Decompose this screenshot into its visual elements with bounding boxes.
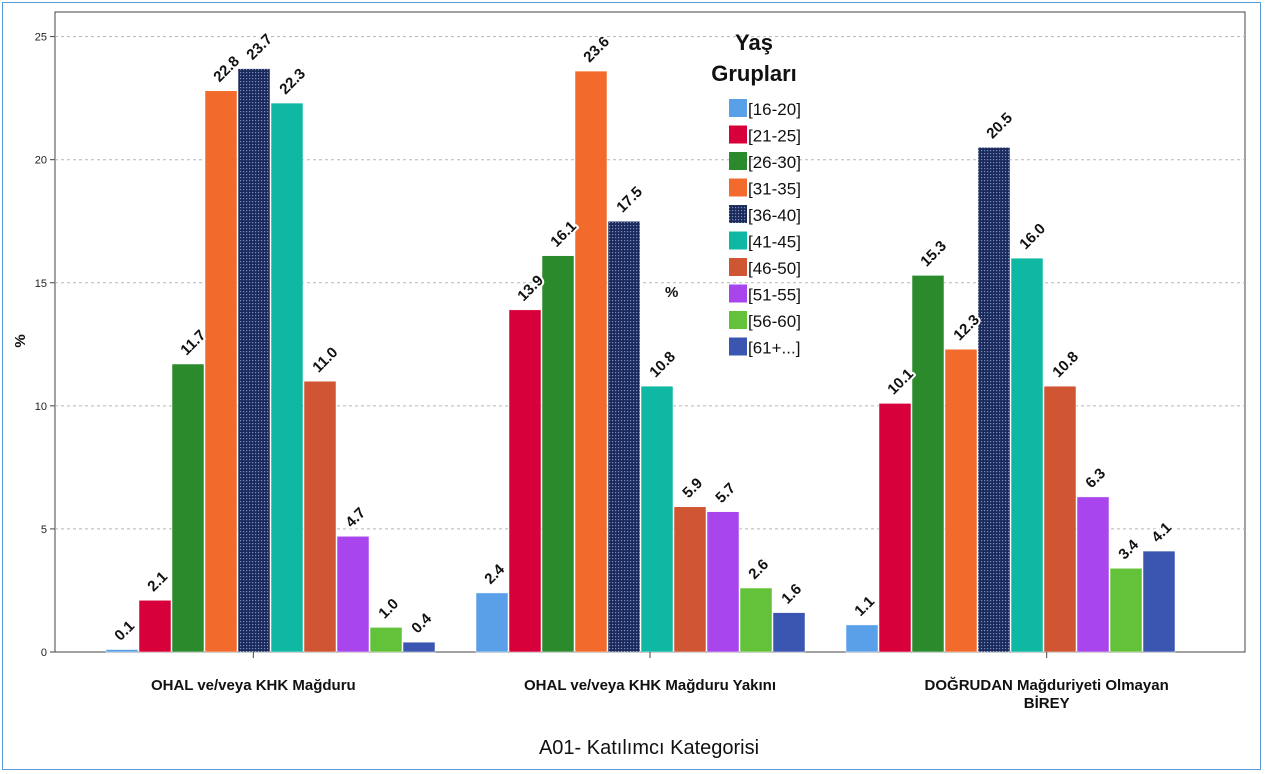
y-tick-label: 20 xyxy=(35,155,47,167)
bar xyxy=(1010,257,1044,653)
y-tick-label: 25 xyxy=(35,32,47,44)
bar xyxy=(204,90,238,653)
x-category-label: OHAL ve/veya KHK Mağduru xyxy=(151,677,356,694)
bar xyxy=(911,275,945,653)
legend-swatch xyxy=(729,231,747,250)
y-tick-label: 5 xyxy=(41,524,47,536)
legend-entry: [26-30] xyxy=(748,153,801,172)
bar xyxy=(944,348,978,653)
y-tick-label: 0 xyxy=(41,647,47,659)
legend-entry: [51-55] xyxy=(748,286,801,305)
y-tick-label: 10 xyxy=(35,401,47,413)
bar xyxy=(237,68,271,653)
bar xyxy=(105,649,139,653)
bar xyxy=(673,506,707,653)
bar xyxy=(336,536,370,653)
bar xyxy=(977,147,1011,653)
legend-title: Grupları xyxy=(711,61,797,86)
bar xyxy=(640,385,674,653)
legend-title: Yaş xyxy=(735,30,773,55)
bar xyxy=(706,511,740,653)
bar xyxy=(607,220,641,653)
x-axis-title: A01- Katılımcı Kategorisi xyxy=(539,737,759,759)
bar xyxy=(303,380,337,653)
bar xyxy=(878,403,912,653)
bar xyxy=(1142,550,1176,653)
legend-entry: [21-25] xyxy=(748,127,801,146)
legend-entry: [36-40] xyxy=(748,206,801,225)
legend-swatch xyxy=(729,178,747,197)
y-axis-title: % xyxy=(12,334,29,347)
legend-swatch xyxy=(729,152,747,170)
bar xyxy=(138,600,172,653)
legend-swatch xyxy=(729,205,747,223)
legend-entry: [56-60] xyxy=(748,312,801,331)
bar xyxy=(369,627,403,653)
x-category-label: DOĞRUDAN Mağduriyeti Olmayan xyxy=(925,676,1169,694)
bar xyxy=(1043,385,1077,653)
legend-swatch xyxy=(729,258,747,276)
legend-entry: [31-35] xyxy=(748,180,801,199)
legend-entry: [16-20] xyxy=(748,100,801,119)
legend-entry: [61+...] xyxy=(748,339,800,358)
legend-entry: [46-50] xyxy=(748,259,801,278)
bar xyxy=(475,592,509,653)
legend-swatch xyxy=(729,99,747,117)
legend-swatch xyxy=(729,284,747,303)
bar xyxy=(270,102,304,653)
legend-swatch xyxy=(729,311,747,329)
bar-chart: 0.12.111.722.823.722.311.04.71.00.42.413… xyxy=(12,11,1246,759)
bar xyxy=(574,70,608,653)
bar xyxy=(1076,496,1110,653)
y-tick-label: 15 xyxy=(35,278,47,290)
bar xyxy=(1109,568,1143,653)
bar xyxy=(739,587,773,653)
bar xyxy=(845,624,879,653)
legend-swatch xyxy=(729,125,747,144)
legend-entry: [41-45] xyxy=(748,233,801,252)
bar xyxy=(171,363,205,653)
bar xyxy=(541,255,575,653)
x-category-label: BİREY xyxy=(1024,695,1070,712)
bar xyxy=(772,612,806,653)
x-category-label: OHAL ve/veya KHK Mağduru Yakını xyxy=(524,677,776,694)
unit-annotation: % xyxy=(665,284,678,301)
bar xyxy=(508,309,542,653)
bar xyxy=(402,641,436,653)
legend-swatch xyxy=(729,337,747,356)
